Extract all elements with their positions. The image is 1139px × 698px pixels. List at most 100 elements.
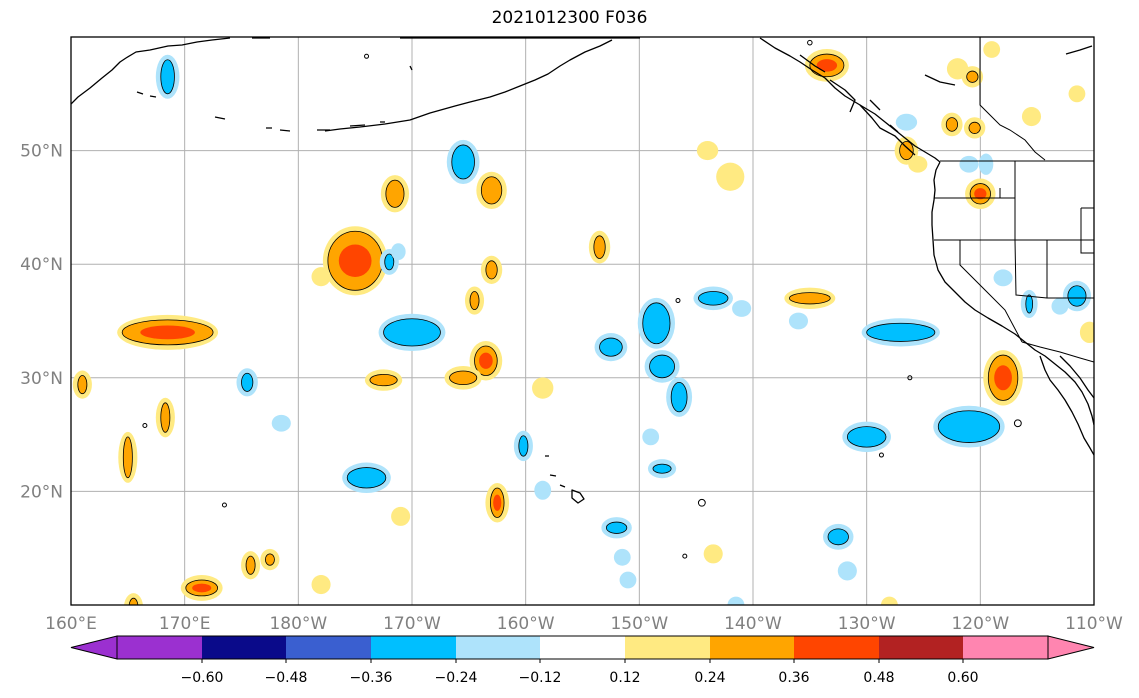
anomaly-blob xyxy=(155,397,175,438)
anomaly-blob xyxy=(236,368,258,397)
colorbar-tick-label: 0.36 xyxy=(778,670,809,686)
anomaly-blob xyxy=(1079,321,1094,344)
contour-fill-outer xyxy=(716,162,745,191)
anomaly-blob xyxy=(391,243,406,261)
contour-fill-mid xyxy=(966,70,979,83)
colorbar-tick-label: 0.48 xyxy=(863,670,894,686)
anomaly-blob xyxy=(446,139,480,185)
anomaly-blob xyxy=(117,314,219,350)
lon-tick-label: 160°W xyxy=(497,614,555,634)
colorbar-arrow-low xyxy=(70,635,118,660)
contour-ring xyxy=(221,502,227,508)
contour-fill-mid xyxy=(846,426,887,448)
contour-ring xyxy=(364,53,370,59)
colorbar-arrow-high xyxy=(1047,635,1095,660)
contour-fill-mid xyxy=(369,373,398,387)
contour-fill-mid xyxy=(385,179,405,208)
contour-fill-mid xyxy=(1025,294,1034,314)
contour-fill-mid xyxy=(77,375,88,395)
anomaly-blob xyxy=(959,155,979,173)
lat-tick-label: 50°N xyxy=(20,142,63,162)
lat-tick-label: 40°N xyxy=(20,255,63,275)
state-borders xyxy=(934,161,1094,343)
lon-tick-label: 180°W xyxy=(269,614,327,634)
contour-fill-mid xyxy=(469,291,480,311)
coastline-aleutian-chain xyxy=(324,39,613,132)
coastline-us-west xyxy=(931,161,1094,426)
contour-fill-mid xyxy=(480,176,503,205)
anomaly-blob xyxy=(895,113,918,131)
lon-tick-label: 120°W xyxy=(951,614,1009,634)
contour-fill-mid xyxy=(788,292,831,305)
contour-fill-mid xyxy=(649,354,675,379)
contour-fill-outer xyxy=(959,155,979,173)
anomaly-blob xyxy=(703,544,723,564)
coastline-gulf-of-california xyxy=(1059,355,1094,399)
lon-tick-label: 150°W xyxy=(610,614,668,634)
anomaly-blob xyxy=(118,431,138,483)
anomaly-blob xyxy=(464,286,485,315)
contour-fill-inner xyxy=(479,352,493,369)
lon-tick-label: 130°W xyxy=(838,614,896,634)
lat-tick-label: 20°N xyxy=(20,482,63,502)
anomaly-blob xyxy=(647,459,677,479)
colorbar-swatch xyxy=(625,636,710,659)
lon-tick-labels: 160°E 170°E 180°W 170°W 160°W 150°W 140°W 130°W… xyxy=(45,614,1123,634)
contour-ring xyxy=(878,452,884,458)
contour-fill-outer xyxy=(908,155,928,173)
contour-fill-inner xyxy=(493,494,502,511)
contour-fill-mid xyxy=(485,260,498,280)
contour-fill-mid xyxy=(264,553,275,566)
contour-fill-mid xyxy=(866,322,936,342)
contour-fill-outer xyxy=(1021,106,1042,127)
coastline-hudson-edge xyxy=(924,74,956,86)
contour-fill-outer xyxy=(837,561,857,581)
anomaly-blob xyxy=(696,141,719,161)
contour-ring xyxy=(907,375,913,381)
colorbar: −0.60 −0.48 −0.36 −0.24 −0.12 0.12 0.24 0.36 0.4… xyxy=(70,635,1095,686)
colorbar-swatch xyxy=(202,636,286,659)
contour-fill-mid xyxy=(346,467,387,489)
anomaly-blob xyxy=(963,117,986,139)
lon-tick-label: 110°W xyxy=(1065,614,1123,634)
anomaly-blob xyxy=(271,414,291,432)
anomaly-blob xyxy=(642,428,660,446)
contour-fill-outer xyxy=(311,267,331,287)
anomaly-blob xyxy=(378,313,446,351)
border-alaska-canada xyxy=(979,37,1046,161)
colorbar-swatch xyxy=(117,636,202,659)
colorbar-tick-label: −0.24 xyxy=(435,670,478,686)
anomaly-blob xyxy=(837,561,857,581)
contour-ring xyxy=(807,39,813,46)
anomaly-blob xyxy=(391,506,411,526)
colorbar-frame xyxy=(116,635,1049,660)
anomaly-blob xyxy=(666,377,693,417)
anomaly-blob xyxy=(933,405,1005,448)
contour-fill-mid xyxy=(449,370,478,386)
anomaly-blob xyxy=(534,480,552,500)
colorbar-swatch xyxy=(963,636,1048,659)
contour-fill-mid xyxy=(593,235,606,259)
contour-fill-inner xyxy=(140,325,195,340)
anomaly-blob xyxy=(588,230,611,264)
anomaly-blob xyxy=(978,153,994,175)
contour-fill-mid xyxy=(518,435,529,457)
contour-ring xyxy=(1013,419,1022,428)
contour-fill-mid xyxy=(652,463,672,474)
border-us-mexico xyxy=(1021,341,1094,363)
contour-fill-mid xyxy=(599,337,623,357)
anomaly-blob xyxy=(878,452,884,458)
contour-fill-inner xyxy=(192,583,212,593)
anomaly-blob xyxy=(880,596,898,605)
contour-fill-mid xyxy=(122,436,133,479)
contour-fill-mid xyxy=(670,381,688,413)
coastline-islands xyxy=(136,65,585,504)
anomaly-blob xyxy=(788,312,809,330)
anomaly-blob xyxy=(594,333,628,362)
anomaly-blob xyxy=(311,267,331,287)
contour-fill-outer xyxy=(696,141,719,161)
anomaly-blob xyxy=(716,162,745,191)
anomaly-blob xyxy=(311,575,331,595)
contour-ring xyxy=(682,553,688,559)
contour-fill-outer xyxy=(124,593,143,605)
